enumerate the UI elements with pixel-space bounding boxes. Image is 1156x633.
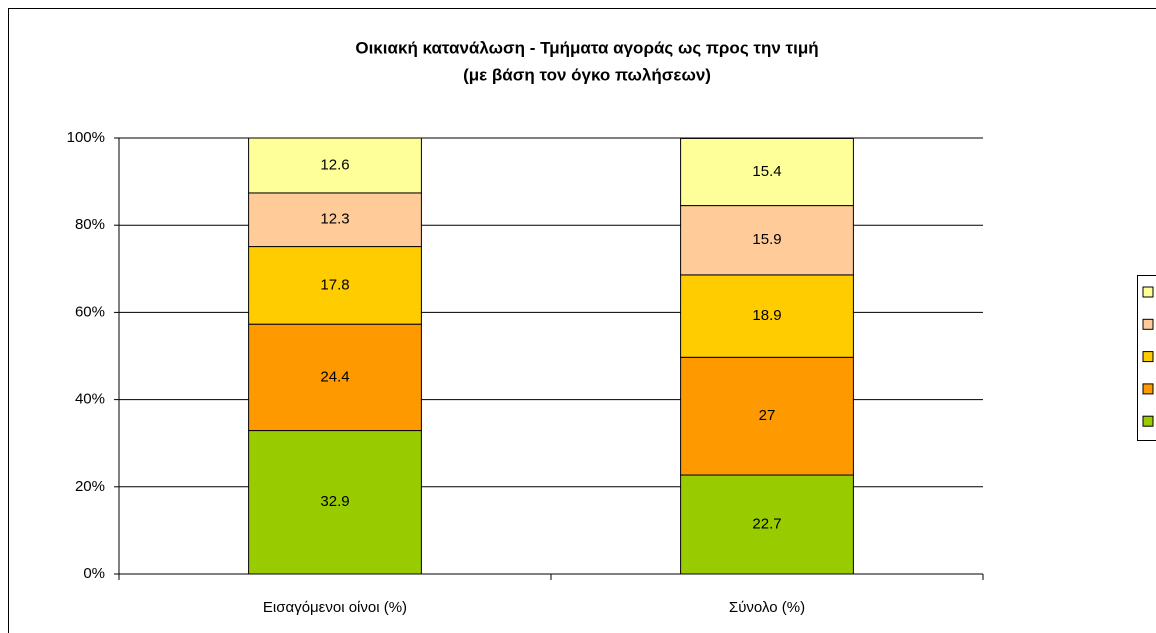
y-tick-label: 80% [75, 216, 105, 233]
data-label: 27 [759, 407, 776, 424]
bar-segment [248, 323, 422, 432]
data-label: 12.6 [320, 156, 349, 173]
data-label: 12.3 [320, 211, 349, 228]
bar-segment [680, 474, 854, 575]
data-label: 17.8 [320, 276, 349, 293]
bar-segment [680, 356, 854, 476]
legend-swatch [1142, 415, 1154, 427]
bar-segment [248, 192, 422, 248]
y-tick-label: 40% [75, 391, 105, 408]
chart-frame [8, 8, 1156, 633]
data-label: 32.9 [320, 493, 349, 510]
chart-subtitle: (με βάση τον όγκο πωλήσεων) [463, 65, 711, 84]
y-tick-label: 0% [83, 565, 105, 582]
bar-segment [680, 205, 854, 276]
y-tick-label: 20% [75, 478, 105, 495]
data-label: 18.9 [752, 307, 781, 324]
x-tick-label: Σύνολο (%) [729, 599, 805, 616]
bar-segment [680, 274, 854, 358]
x-tick-label: Εισαγόμενοι οίνοι (%) [263, 599, 407, 616]
data-label: 15.9 [752, 231, 781, 248]
bar-segment [680, 137, 854, 207]
data-label: 24.4 [320, 368, 349, 385]
bar-segment [248, 430, 422, 575]
bar-segment [248, 137, 422, 194]
bar-segment [248, 246, 422, 325]
chart-title: Οικιακή κατανάλωση - Τμήματα αγοράς ως π… [355, 38, 818, 57]
y-tick-label: 100% [67, 129, 105, 146]
legend-swatch [1142, 383, 1154, 395]
y-tick-label: 60% [75, 303, 105, 320]
data-label: 22.7 [752, 515, 781, 532]
legend-swatch [1142, 318, 1154, 330]
legend-swatch [1142, 351, 1154, 363]
legend-swatch [1142, 286, 1154, 298]
data-label: 15.4 [752, 163, 781, 180]
